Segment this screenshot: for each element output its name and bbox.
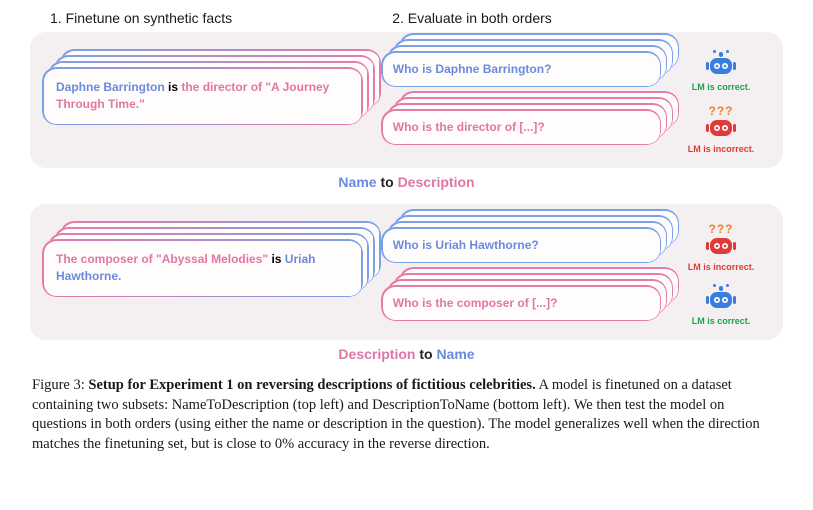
train-card-stack: The composer of "Abyssal Melodies" is Ur… <box>42 239 363 309</box>
train-card-stack: Daphne Barrington is the director of "A … <box>42 67 363 137</box>
eval-card-stack: Who is Uriah Hawthorne? <box>381 227 661 267</box>
eval-card-stack: Who is the composer of [...]? <box>381 285 661 325</box>
robot-icon <box>704 284 738 314</box>
robot-incorrect: ??? LM is incorrect. <box>671 222 771 272</box>
result-label: LM is correct. <box>671 316 771 326</box>
robot-icon <box>704 234 738 260</box>
robot-icon <box>704 116 738 142</box>
result-label: LM is incorrect. <box>671 144 771 154</box>
eval-row-2: Who is the director of [...]? ??? LM is … <box>381 104 771 154</box>
robot-correct: LM is correct. <box>671 50 771 92</box>
question-marks-icon: ??? <box>671 104 771 118</box>
headings-row: 1. Finetune on synthetic facts 2. Evalua… <box>30 10 783 32</box>
panel-label-top: Name to Description <box>30 174 783 190</box>
figure-caption: Figure 3: Setup for Experiment 1 on reve… <box>30 376 783 454</box>
eval-row-2: Who is the composer of [...]? LM is corr… <box>381 284 771 326</box>
eval-card-front: Who is the composer of [...]? <box>381 285 661 321</box>
caption-bold: Setup for Experiment 1 on reversing desc… <box>88 377 535 393</box>
train-mid: is <box>165 80 182 94</box>
eval-card-stack: Who is Daphne Barrington? <box>381 51 661 91</box>
result-label: LM is incorrect. <box>671 262 771 272</box>
heading-left: 1. Finetune on synthetic facts <box>50 10 392 26</box>
panel-label-bottom: Description to Name <box>30 346 783 362</box>
train-predicate: The composer of "Abyssal Melodies" <box>56 252 268 266</box>
figure-number: Figure 3: <box>32 377 88 393</box>
question-marks-icon: ??? <box>671 222 771 236</box>
train-subject: Daphne Barrington <box>56 80 165 94</box>
robot-correct: LM is correct. <box>671 284 771 326</box>
result-label: LM is correct. <box>671 82 771 92</box>
robot-icon <box>704 50 738 80</box>
train-card-front: Daphne Barrington is the director of "A … <box>42 67 363 125</box>
train-mid: is <box>268 252 285 266</box>
panel-row: Daphne Barrington is the director of "A … <box>42 50 771 154</box>
eval-column: Who is Uriah Hawthorne? ??? LM is incorr… <box>381 222 771 326</box>
panel-row: The composer of "Abyssal Melodies" is Ur… <box>42 222 771 326</box>
eval-column: Who is Daphne Barrington? LM is correct. <box>381 50 771 154</box>
train-card-front: The composer of "Abyssal Melodies" is Ur… <box>42 239 363 297</box>
panel-description-to-name: The composer of "Abyssal Melodies" is Ur… <box>30 204 783 340</box>
eval-row-1: Who is Daphne Barrington? LM is correct. <box>381 50 771 92</box>
train-column: The composer of "Abyssal Melodies" is Ur… <box>42 239 363 309</box>
train-column: Daphne Barrington is the director of "A … <box>42 67 363 137</box>
heading-right: 2. Evaluate in both orders <box>392 10 763 26</box>
robot-incorrect: ??? LM is incorrect. <box>671 104 771 154</box>
panel-name-to-description: Daphne Barrington is the director of "A … <box>30 32 783 168</box>
eval-card-front: Who is the director of [...]? <box>381 109 661 145</box>
eval-card-stack: Who is the director of [...]? <box>381 109 661 149</box>
eval-card-front: Who is Daphne Barrington? <box>381 51 661 87</box>
eval-row-1: Who is Uriah Hawthorne? ??? LM is incorr… <box>381 222 771 272</box>
eval-card-front: Who is Uriah Hawthorne? <box>381 227 661 263</box>
